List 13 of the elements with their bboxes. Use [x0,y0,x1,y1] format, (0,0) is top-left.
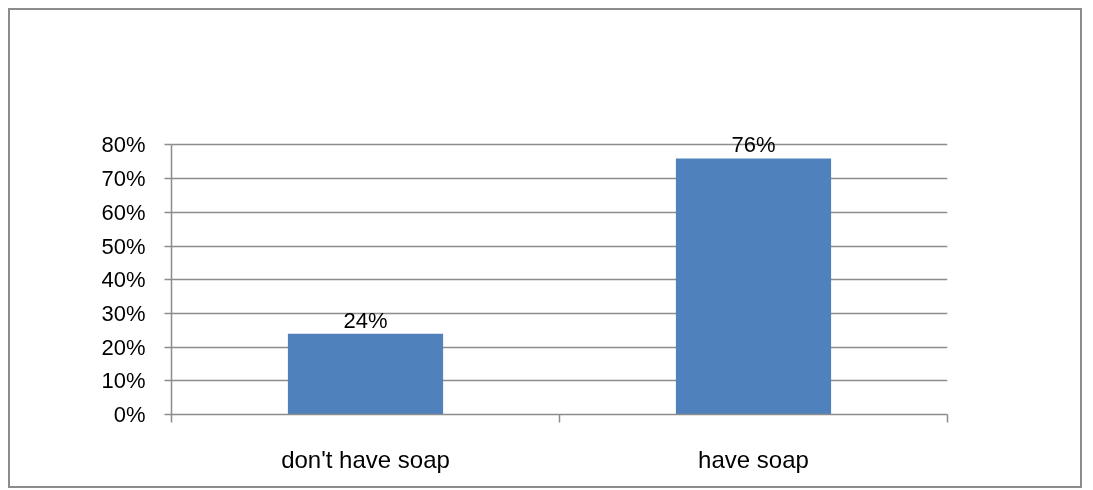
data-label: 76% [731,132,776,158]
y-tick-label: 30% [101,300,146,326]
x-tick-label: don't have soap [281,445,450,473]
y-tick-label: 40% [101,267,146,293]
y-tick-label: 50% [101,233,146,259]
y-tick-label: 0% [113,402,146,427]
y-tick-label: 70% [101,166,146,192]
x-tick-label: have soap [698,445,809,473]
data-label: 24% [343,307,388,333]
y-tick-label: 10% [101,368,146,394]
y-tick-label: 80% [101,132,146,158]
y-tick-label: 60% [101,199,146,225]
y-tick-label: 20% [101,334,146,360]
